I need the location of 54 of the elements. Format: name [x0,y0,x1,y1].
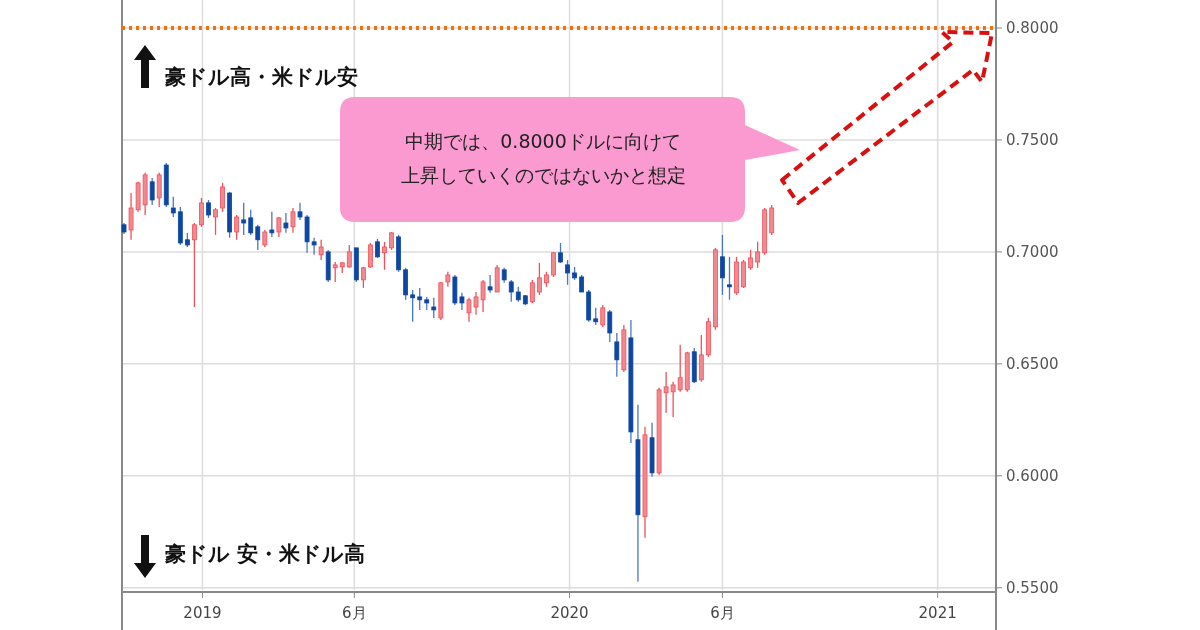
y-tick-label: 0.5500 [1006,578,1059,597]
candlestick [220,182,225,213]
annotation: 中期では、0.8000ドルに向けて [405,130,681,152]
candlestick [368,242,373,269]
candlestick [375,238,380,259]
candlestick [431,297,437,319]
candlestick [332,261,338,283]
y-tick-label: 0.8000 [1006,18,1059,37]
candlestick [241,202,247,236]
y-tick-label: 0.6500 [1006,354,1059,373]
candlestick [508,279,514,303]
candlestick [248,209,254,236]
y-tick-label: 0.7000 [1006,242,1059,261]
candlestick [487,274,493,294]
annotation: 豪ドル高・米ドル安 [164,65,358,89]
y-tick-label: 0.7500 [1006,130,1059,149]
candlestick [382,241,387,271]
x-tick-label: 2019 [183,604,222,622]
candlestick [199,197,204,228]
x-tick-label: 2021 [918,604,957,622]
candlestick [670,381,676,418]
candlestick [565,259,570,286]
annotation: 上昇していくのではないかと想定 [400,164,686,186]
candlestick [318,239,324,261]
candlestick [192,222,197,308]
candlestick [536,262,542,296]
candlestick [607,309,613,343]
candlestick [600,304,606,328]
candlestick [677,344,683,393]
candlestick [614,332,620,378]
candlestick [720,234,725,296]
candlestick [269,211,275,238]
annotation: 豪ドル 安・米ドル高 [164,542,366,566]
candlestick [748,249,753,271]
x-tick-label: 6月 [342,604,367,622]
candlestick [234,214,240,241]
candlestick [410,289,416,323]
x-tick-label: 2020 [550,604,589,622]
candlestick [283,212,289,234]
candlestick [755,241,761,269]
candlestick [727,256,732,301]
candlestick [255,224,261,251]
candlestick [417,287,423,311]
candlestick [529,279,535,304]
candlestick [346,244,352,269]
candlestick [213,207,218,236]
candlestick [156,172,162,208]
candlestick [149,177,155,206]
candlestick [558,242,563,264]
candlestick [290,207,296,234]
x-tick-label: 6月 [710,604,735,622]
candlestick [170,196,176,218]
candlestick [551,251,556,278]
y-tick-label: 0.6000 [1006,466,1059,485]
